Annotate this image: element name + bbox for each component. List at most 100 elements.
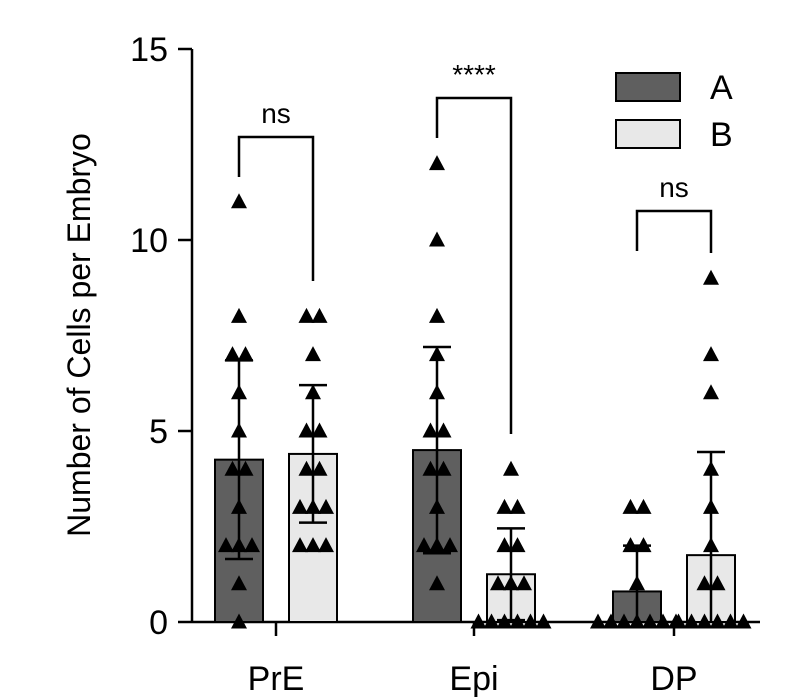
data-point <box>496 613 513 629</box>
data-point <box>703 498 719 514</box>
data-point <box>703 537 719 553</box>
y-axis: 0 5 10 15 <box>130 31 194 642</box>
data-point <box>590 613 606 629</box>
data-point <box>231 613 247 629</box>
data-point <box>703 346 719 362</box>
data-point <box>305 384 321 400</box>
significance-bracket <box>435 96 513 434</box>
data-point <box>224 346 241 362</box>
data-point <box>442 537 458 553</box>
data-point <box>318 537 334 553</box>
x-tick-label: PrE <box>248 660 305 698</box>
data-point <box>231 422 247 438</box>
data-point <box>429 537 445 553</box>
legend-label: A <box>710 69 733 107</box>
data-point <box>655 613 671 629</box>
data-point <box>231 537 247 553</box>
data-point <box>490 575 506 591</box>
data-point <box>435 460 452 476</box>
data-point <box>635 498 652 514</box>
significance-label: **** <box>452 59 496 90</box>
data-point <box>311 460 328 476</box>
data-point <box>422 422 439 438</box>
data-point <box>416 537 432 553</box>
data-point <box>429 575 445 591</box>
data-point <box>622 498 639 514</box>
data-point <box>496 537 513 553</box>
data-point <box>642 613 658 629</box>
data-point <box>244 537 260 553</box>
significance-label: ns <box>261 98 291 129</box>
data-point <box>496 498 513 514</box>
data-point <box>224 460 241 476</box>
data-point <box>535 613 552 629</box>
data-point <box>435 422 452 438</box>
data-point <box>231 498 247 514</box>
data-point <box>629 613 645 629</box>
legend: AB <box>615 69 733 154</box>
legend-label: B <box>710 116 733 154</box>
data-point <box>429 346 445 362</box>
data-point <box>709 575 726 591</box>
data-point <box>670 613 687 629</box>
data-point <box>422 460 439 476</box>
data-point <box>318 498 334 514</box>
data-point <box>237 460 254 476</box>
data-point <box>429 307 445 323</box>
data-points <box>218 155 752 629</box>
data-point <box>311 422 328 438</box>
data-point <box>635 537 652 553</box>
data-point <box>703 460 719 476</box>
error-bars <box>225 345 725 622</box>
significance-bracket <box>237 135 315 281</box>
data-point <box>696 575 713 591</box>
y-tick-label: 10 <box>130 222 168 260</box>
data-point <box>237 346 254 362</box>
x-axis: PrE Epi DP <box>192 620 760 698</box>
data-point <box>298 460 315 476</box>
data-point <box>311 307 328 323</box>
legend-swatch <box>615 119 681 149</box>
data-point <box>616 613 632 629</box>
data-point <box>709 613 726 629</box>
data-point <box>429 498 445 514</box>
significance-brackets: ns **** ns <box>237 59 713 434</box>
data-point <box>305 537 321 553</box>
significance-bracket <box>635 209 713 253</box>
data-point <box>603 613 619 629</box>
data-point <box>509 498 526 514</box>
data-point <box>298 307 315 323</box>
data-point <box>703 269 719 285</box>
data-point <box>703 384 719 400</box>
data-point <box>522 613 539 629</box>
data-point <box>622 537 639 553</box>
data-point <box>231 307 247 323</box>
data-point <box>231 384 247 400</box>
significance-label: ns <box>659 172 689 203</box>
data-point <box>429 155 445 171</box>
x-tick-label: Epi <box>449 660 498 698</box>
data-point <box>509 537 526 553</box>
data-point <box>516 575 532 591</box>
data-point <box>503 460 519 476</box>
data-point <box>292 537 308 553</box>
data-point <box>503 575 519 591</box>
data-point <box>629 575 645 591</box>
y-axis-title: Number of Cells per Embryo <box>61 133 97 537</box>
data-point <box>509 613 526 629</box>
bars <box>214 449 736 624</box>
y-tick-label: 15 <box>130 31 168 69</box>
data-point <box>231 575 247 591</box>
data-point <box>470 613 487 629</box>
data-point <box>722 613 739 629</box>
data-point <box>696 613 713 629</box>
legend-swatch <box>615 72 681 102</box>
data-point <box>305 346 321 362</box>
data-point <box>305 498 321 514</box>
data-point <box>231 193 247 209</box>
data-point <box>429 384 445 400</box>
y-tick-label: 0 <box>149 604 168 642</box>
data-point <box>298 422 315 438</box>
data-point <box>218 537 234 553</box>
